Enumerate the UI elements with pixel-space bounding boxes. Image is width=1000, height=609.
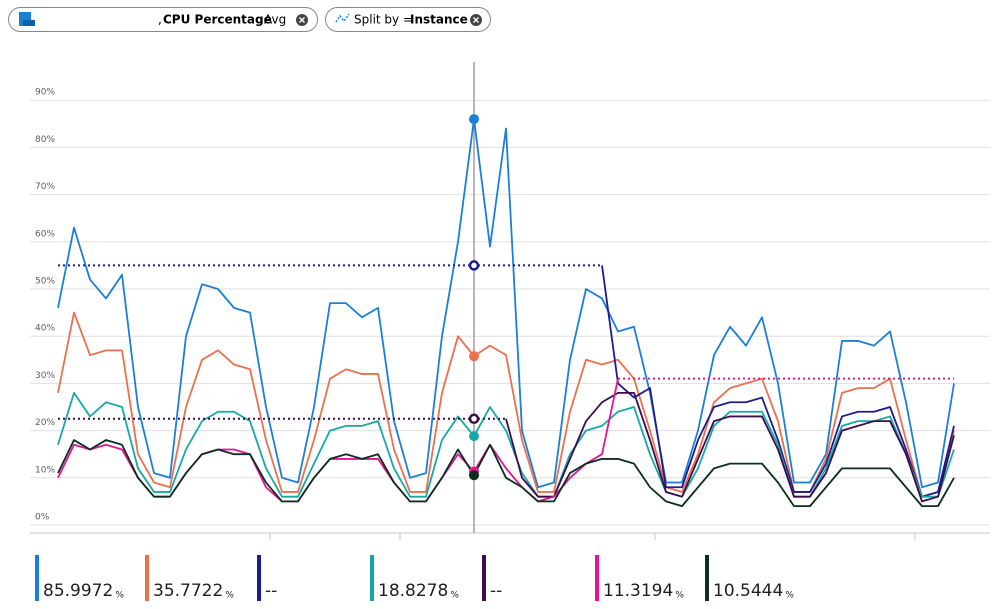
legend-swatch — [370, 555, 374, 601]
y-tick-label: 20% — [35, 418, 55, 428]
metric-prefix: , — [158, 13, 162, 27]
split-label: Split by = — [354, 13, 413, 27]
legend-value: 85.9972 — [43, 581, 113, 601]
legend-unit: % — [225, 591, 234, 601]
legend-unit: % — [115, 591, 124, 601]
remove-icon — [299, 17, 305, 23]
legend-unit: % — [675, 591, 684, 601]
metric-name: CPU Percentage — [163, 13, 272, 27]
legend-value: 10.5444 — [713, 581, 783, 601]
legend-swatch — [145, 555, 149, 601]
legend-swatch — [705, 555, 709, 601]
legend-value: 11.3194 — [603, 581, 673, 601]
series-line — [505, 391, 955, 503]
crosshair-point — [468, 413, 480, 425]
y-tick-label: 50% — [35, 277, 55, 287]
y-tick-label: 0% — [35, 513, 50, 523]
legend-value: -- — [265, 581, 277, 601]
legend-swatch — [35, 555, 39, 601]
crosshair-point — [469, 470, 479, 481]
y-tick-label: 60% — [35, 229, 55, 239]
y-tick-label: 90% — [35, 88, 55, 98]
legend-swatch — [482, 555, 486, 601]
series-line — [57, 118, 955, 489]
crosshair-point — [468, 260, 480, 271]
legend-value: -- — [490, 581, 502, 601]
y-tick-label: 40% — [35, 324, 55, 334]
y-tick-label: 10% — [35, 465, 55, 475]
split-icon — [335, 13, 350, 23]
metric-aggregation: Avg — [264, 13, 286, 27]
remove-icon — [473, 17, 479, 23]
legend-unit: % — [450, 591, 459, 601]
crosshair-point — [469, 114, 479, 125]
legend-swatch — [595, 555, 599, 601]
metric-pill[interactable] — [8, 7, 318, 32]
y-tick-label: 30% — [35, 371, 55, 381]
y-tick-label: 70% — [35, 182, 55, 192]
legend-swatch — [257, 555, 261, 601]
legend-unit: % — [785, 591, 794, 601]
crosshair-point — [469, 431, 479, 442]
split-pill[interactable] — [325, 7, 491, 32]
series-line — [57, 439, 955, 508]
split-value: Instance — [410, 13, 468, 27]
resource-icon — [23, 20, 35, 26]
metric-separator: , — [260, 13, 264, 27]
crosshair-point — [469, 351, 479, 362]
legend-value: 18.8278 — [378, 581, 448, 601]
y-tick-label: 80% — [35, 135, 55, 145]
series-line — [601, 265, 955, 498]
legend-value: 35.7722 — [153, 581, 223, 601]
